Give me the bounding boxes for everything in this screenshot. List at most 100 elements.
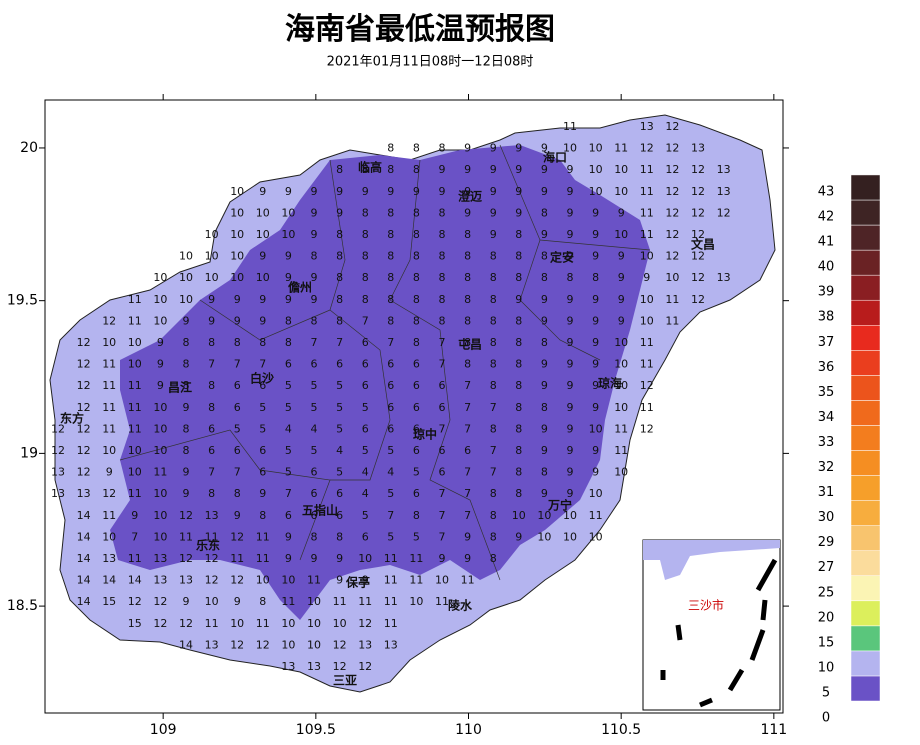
temperature-value: 10 xyxy=(333,617,347,630)
temperature-value: 7 xyxy=(387,336,394,349)
legend-label: 37 xyxy=(818,335,835,350)
temperature-value: 9 xyxy=(592,444,599,457)
temperature-value: 9 xyxy=(336,574,343,587)
temperature-value: 7 xyxy=(285,487,292,500)
temperature-value: 8 xyxy=(234,487,241,500)
temperature-value: 8 xyxy=(439,228,446,241)
temperature-value: 7 xyxy=(208,358,215,371)
temperature-value: 9 xyxy=(643,271,650,284)
temperature-value: 11 xyxy=(435,595,449,608)
temperature-value: 10 xyxy=(256,206,270,219)
temperature-value: 7 xyxy=(464,379,471,392)
temperature-value: 9 xyxy=(541,487,548,500)
temperature-value: 9 xyxy=(285,552,292,565)
legend-label: 40 xyxy=(818,260,835,275)
temperature-value: 12 xyxy=(230,574,244,587)
temperature-value: 11 xyxy=(640,358,654,371)
temperature-value: 6 xyxy=(362,422,369,435)
temperature-value: 9 xyxy=(464,142,471,155)
temperature-value: 13 xyxy=(205,638,219,651)
temperature-value: 8 xyxy=(413,336,420,349)
temperature-value: 9 xyxy=(515,185,522,198)
temperature-value: 9 xyxy=(490,185,497,198)
legend-swatch xyxy=(850,675,881,702)
temperature-value: 7 xyxy=(131,530,138,543)
temperature-value: 10 xyxy=(256,574,270,587)
temperature-value: 8 xyxy=(387,206,394,219)
temperature-value: 5 xyxy=(311,401,318,414)
temperature-value: 13 xyxy=(179,574,193,587)
temperature-value: 11 xyxy=(614,444,628,457)
legend-swatch xyxy=(850,550,881,577)
inset-boundary xyxy=(660,558,778,708)
temperature-value: 9 xyxy=(541,142,548,155)
legend-label: 20 xyxy=(818,610,835,625)
temperature-value: 14 xyxy=(102,574,116,587)
temperature-value: 11 xyxy=(409,552,423,565)
temperature-value: 6 xyxy=(413,358,420,371)
temperature-value: 8 xyxy=(362,206,369,219)
temperature-value: 6 xyxy=(311,358,318,371)
temperature-value: 6 xyxy=(285,509,292,522)
temperature-value: 8 xyxy=(362,271,369,284)
temperature-value: 12 xyxy=(665,142,679,155)
temperature-value: 11 xyxy=(640,228,654,241)
temperature-value: 9 xyxy=(592,401,599,414)
temperature-value: 12 xyxy=(77,358,91,371)
temperature-value: 9 xyxy=(413,185,420,198)
temperature-value: 10 xyxy=(435,574,449,587)
temperature-value: 13 xyxy=(640,120,654,133)
temperature-value: 6 xyxy=(234,401,241,414)
legend-swatch xyxy=(850,224,881,251)
legend-swatch xyxy=(850,500,881,526)
temperature-value: 8 xyxy=(515,250,522,263)
temperature-value: 10 xyxy=(358,552,372,565)
temperature-value: 8 xyxy=(464,358,471,371)
temperature-value: 9 xyxy=(592,466,599,479)
temperature-value: 7 xyxy=(439,422,446,435)
temperature-value: 11 xyxy=(640,206,654,219)
temperature-value: 12 xyxy=(179,552,193,565)
temperature-value: 5 xyxy=(285,466,292,479)
temperature-value: 6 xyxy=(311,487,318,500)
legend-swatch xyxy=(850,450,881,476)
temperature-value: 9 xyxy=(208,314,215,327)
temperature-value: 11 xyxy=(205,530,219,543)
legend-swatch xyxy=(850,400,881,426)
temperature-value: 9 xyxy=(311,293,318,306)
temperature-value: 9 xyxy=(157,379,164,392)
temperature-value: 9 xyxy=(311,185,318,198)
temperature-value: 5 xyxy=(362,509,369,522)
temperature-value: 11 xyxy=(384,617,398,630)
temperature-value: 9 xyxy=(285,293,292,306)
legend-swatch xyxy=(850,475,881,501)
temperature-value: 8 xyxy=(515,271,522,284)
legend-label: 25 xyxy=(818,585,835,600)
temperature-value: 9 xyxy=(131,509,138,522)
temperature-value: 14 xyxy=(77,530,91,543)
temperature-value: 10 xyxy=(153,293,167,306)
title: 海南省最低温预报图 xyxy=(285,12,555,47)
temperature-value: 5 xyxy=(387,487,394,500)
temperature-value: 9 xyxy=(311,228,318,241)
temperature-value: 11 xyxy=(563,120,577,133)
temperature-value: 8 xyxy=(183,422,190,435)
legend-label: 0 xyxy=(822,711,830,726)
temperature-value: 9 xyxy=(259,250,266,263)
temperature-value: 10 xyxy=(205,271,219,284)
temperature-value: 12 xyxy=(691,206,705,219)
temperature-value: 5 xyxy=(259,422,266,435)
temperature-value: 7 xyxy=(439,530,446,543)
legend-label: 41 xyxy=(818,235,835,250)
temperature-value: 7 xyxy=(439,487,446,500)
temperature-value: 12 xyxy=(153,617,167,630)
temperature-value: 8 xyxy=(413,509,420,522)
legend-swatch xyxy=(850,425,881,451)
temperature-value: 4 xyxy=(362,466,369,479)
temperature-value: 12 xyxy=(77,444,91,457)
temperature-value: 7 xyxy=(208,466,215,479)
temperature-value: 7 xyxy=(464,422,471,435)
legend-label: 32 xyxy=(818,460,835,475)
temperature-value: 8 xyxy=(311,314,318,327)
temperature-value: 9 xyxy=(592,379,599,392)
